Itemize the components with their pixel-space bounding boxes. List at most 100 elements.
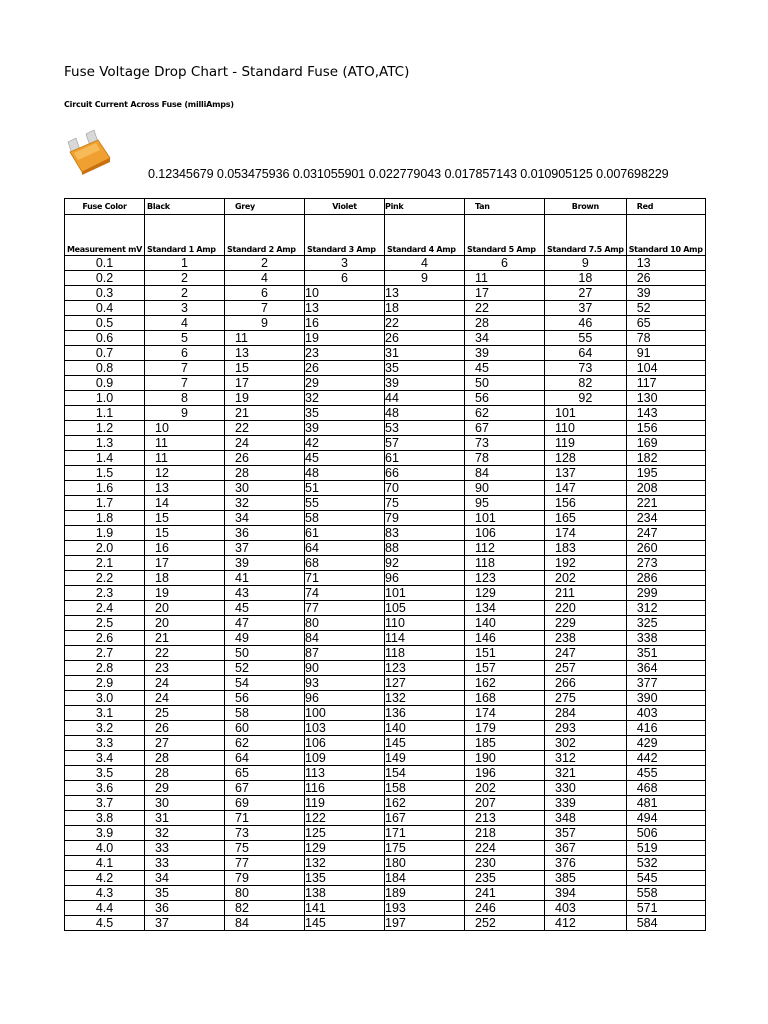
current-cell: 91	[625, 345, 706, 361]
current-cell: 494	[625, 810, 706, 826]
measurement-cell: 2.7	[63, 645, 146, 661]
current-cell: 110	[384, 615, 466, 631]
current-cell: 141	[304, 900, 386, 916]
current-cell: 51	[304, 480, 386, 496]
measurement-cell: 4.5	[63, 915, 146, 931]
current-cell: 96	[384, 570, 466, 586]
current-cell: 117	[625, 375, 706, 391]
current-cell: 241	[464, 885, 546, 901]
current-cell: 7	[224, 300, 306, 316]
current-cell: 16	[304, 315, 386, 331]
current-cell: 118	[384, 645, 466, 661]
current-cell: 37	[544, 300, 627, 316]
fuse-color-header: Grey	[224, 198, 306, 215]
current-cell: 151	[464, 645, 546, 661]
current-cell: 338	[625, 630, 706, 646]
measurement-cell: 4.3	[63, 885, 146, 901]
measurement-cell: 2.1	[63, 555, 146, 571]
measurement-cell: 0.6	[63, 330, 146, 346]
current-cell: 45	[224, 600, 306, 616]
current-cell: 31	[384, 345, 466, 361]
fuse-voltage-drop-table: Fuse Color Black Grey Violet Pink Tan Brown Red…	[63, 198, 706, 931]
current-cell: 195	[625, 465, 706, 481]
current-cell: 28	[144, 750, 226, 766]
table-row: 4.3 35 80 138 189 241 394 558	[63, 885, 706, 901]
table-row: 2.3 19 43 74 101 129 211 299	[63, 585, 706, 601]
current-cell: 519	[625, 840, 706, 856]
current-cell: 394	[544, 885, 627, 901]
current-cell: 32	[224, 495, 306, 511]
current-cell: 35	[384, 360, 466, 376]
current-cell: 171	[384, 825, 466, 841]
table-row: 2.8 23 52 90 123 157 257 364	[63, 660, 706, 676]
current-cell: 66	[384, 465, 466, 481]
rating-header-row: Measurement mV Standard 1 Amp Standard 2 A…	[63, 214, 706, 256]
current-cell: 67	[464, 420, 546, 436]
table-row: 4.4 36 82 141 193 246 403 571	[63, 900, 706, 916]
current-cell: 32	[304, 390, 386, 406]
current-cell: 28	[224, 465, 306, 481]
measurement-cell: 1.0	[63, 390, 146, 406]
current-cell: 26	[304, 360, 386, 376]
current-cell: 4	[144, 315, 226, 331]
current-cell: 190	[464, 750, 546, 766]
table-row: 3.3 27 62 106 145 185 302 429	[63, 735, 706, 751]
current-cell: 18	[384, 300, 466, 316]
current-cell: 53	[384, 420, 466, 436]
current-cell: 19	[304, 330, 386, 346]
current-cell: 26	[384, 330, 466, 346]
measurement-cell: 2.9	[63, 675, 146, 691]
table-row: 2.0 16 37 64 88 112 183 260	[63, 540, 706, 556]
rating-header: Standard 3 Amp	[304, 214, 386, 256]
measurement-cell: 3.8	[63, 810, 146, 826]
current-cell: 56	[224, 690, 306, 706]
current-cell: 61	[384, 450, 466, 466]
table-row: 3.8 31 71 122 167 213 348 494	[63, 810, 706, 826]
measurement-cell: 2.8	[63, 660, 146, 676]
table-row: 1.3 11 24 42 57 73 119 169	[63, 435, 706, 451]
current-cell: 39	[384, 375, 466, 391]
current-cell: 103	[304, 720, 386, 736]
measurement-cell: 2.3	[63, 585, 146, 601]
current-cell: 57	[384, 435, 466, 451]
current-cell: 284	[544, 705, 627, 721]
current-cell: 64	[544, 345, 627, 361]
measurement-cell: 2.4	[63, 600, 146, 616]
current-cell: 87	[304, 645, 386, 661]
measurement-cell: 0.4	[63, 300, 146, 316]
measurement-cell: 2.6	[63, 630, 146, 646]
current-cell: 13	[224, 345, 306, 361]
current-cell: 58	[304, 510, 386, 526]
current-cell: 93	[304, 675, 386, 691]
current-cell: 185	[464, 735, 546, 751]
current-cell: 39	[304, 420, 386, 436]
measurement-cell: 0.1	[63, 255, 146, 271]
current-cell: 11	[224, 330, 306, 346]
current-cell: 52	[625, 300, 706, 316]
table-row: 0.5 4 9 16 22 28 46 65	[63, 315, 706, 331]
current-cell: 156	[544, 495, 627, 511]
current-cell: 92	[384, 555, 466, 571]
table-row: 1.8 15 34 58 79 101 165 234	[63, 510, 706, 526]
current-cell: 247	[544, 645, 627, 661]
current-cell: 52	[224, 660, 306, 676]
measurement-cell: 0.5	[63, 315, 146, 331]
current-cell: 84	[224, 915, 306, 931]
current-cell: 429	[625, 735, 706, 751]
current-cell: 27	[144, 735, 226, 751]
current-cell: 364	[625, 660, 706, 676]
table-row: 3.7 30 69 119 162 207 339 481	[63, 795, 706, 811]
current-cell: 22	[144, 645, 226, 661]
current-cell: 247	[625, 525, 706, 541]
table-row: 1.5 12 28 48 66 84 137 195	[63, 465, 706, 481]
current-cell: 56	[464, 390, 546, 406]
current-cell: 73	[544, 360, 627, 376]
current-cell: 266	[544, 675, 627, 691]
current-cell: 19	[224, 390, 306, 406]
measurement-cell: 3.2	[63, 720, 146, 736]
current-cell: 584	[625, 915, 706, 931]
current-cell: 48	[304, 465, 386, 481]
current-cell: 71	[224, 810, 306, 826]
fuse-icon	[67, 129, 111, 175]
current-cell: 169	[625, 435, 706, 451]
